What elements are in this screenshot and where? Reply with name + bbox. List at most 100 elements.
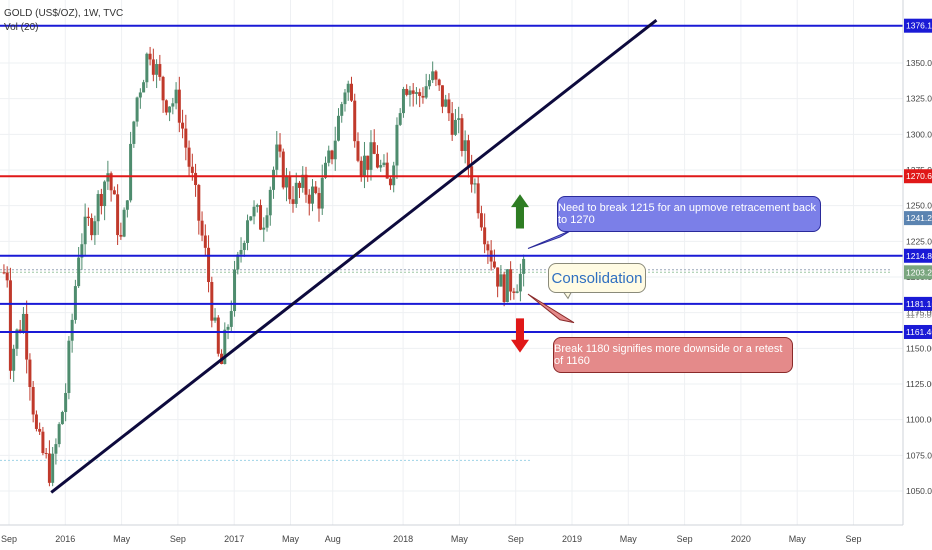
candle-body bbox=[496, 267, 500, 287]
level-badge-bg bbox=[904, 248, 932, 263]
candle-body bbox=[340, 104, 344, 116]
candle-body bbox=[353, 100, 357, 142]
candle-body bbox=[515, 291, 519, 293]
candle-body bbox=[320, 177, 324, 209]
candle-body bbox=[281, 151, 285, 188]
candle-body bbox=[333, 140, 337, 160]
price-badge: 1203.29 bbox=[906, 267, 932, 277]
level-badge-bg bbox=[904, 296, 932, 311]
candle-body bbox=[164, 100, 168, 113]
candle-body bbox=[168, 106, 172, 113]
candle-body bbox=[440, 85, 444, 107]
candle-body bbox=[288, 176, 292, 200]
candle-body bbox=[502, 274, 506, 303]
y-tick-label: 1125.00 bbox=[906, 379, 932, 389]
candle-body bbox=[255, 205, 259, 207]
candle-body bbox=[262, 227, 266, 230]
candle-body bbox=[346, 83, 350, 93]
candle-body bbox=[216, 317, 220, 354]
candle-body bbox=[135, 97, 139, 122]
x-tick-label: May bbox=[451, 534, 469, 544]
candle-body bbox=[210, 282, 214, 321]
candle-body bbox=[265, 215, 269, 228]
partial-tick-label: 1175.00 bbox=[906, 310, 932, 320]
candle-body bbox=[207, 247, 211, 283]
consolidation-callout-text: Consolidation bbox=[551, 269, 643, 287]
candle-body bbox=[194, 172, 198, 186]
upmove-callout-pointer bbox=[527, 229, 573, 249]
x-tick-label: Sep bbox=[508, 534, 524, 544]
candle-body bbox=[233, 269, 237, 312]
upmove-callout[interactable]: Need to break 1215 for an upmove retrace… bbox=[557, 196, 821, 232]
x-tick-label: 2018 bbox=[393, 534, 413, 544]
candle-body bbox=[21, 313, 25, 332]
candle-body bbox=[349, 83, 353, 101]
price-badge: 1241.28 bbox=[906, 213, 932, 223]
y-tick-label: 1225.00 bbox=[906, 236, 932, 246]
candle-body bbox=[457, 118, 461, 120]
candle-body bbox=[311, 186, 315, 204]
candle-body bbox=[190, 166, 194, 173]
candle-body bbox=[453, 119, 457, 135]
downside-callout[interactable]: Break 1180 signifies more downside or a … bbox=[553, 337, 793, 373]
price-badge-bg bbox=[904, 265, 932, 280]
candle-body bbox=[408, 90, 412, 95]
x-tick-label: 2016 bbox=[55, 534, 75, 544]
candle-body bbox=[356, 141, 360, 161]
candle-body bbox=[473, 183, 477, 185]
candle-body bbox=[226, 326, 230, 330]
candle-body bbox=[187, 147, 191, 167]
candle-body bbox=[298, 182, 302, 188]
candle-body bbox=[236, 254, 240, 270]
x-tick-label: Sep bbox=[677, 534, 693, 544]
candle-body bbox=[314, 186, 318, 194]
candle-body bbox=[372, 142, 376, 154]
candle-body bbox=[174, 89, 178, 104]
candle-body bbox=[395, 124, 399, 166]
candle-body bbox=[434, 71, 438, 80]
candle-body bbox=[57, 424, 61, 445]
volume-legend[interactable]: Vol (20) bbox=[4, 22, 39, 33]
candle-body bbox=[382, 162, 386, 166]
candle-body bbox=[116, 194, 120, 236]
candle-body bbox=[5, 272, 9, 281]
candle-body bbox=[171, 103, 175, 107]
y-tick-label: 1150.00 bbox=[906, 343, 932, 353]
candle-body bbox=[388, 178, 392, 186]
candle-body bbox=[15, 329, 19, 349]
consolidation-callout[interactable]: Consolidation bbox=[548, 263, 646, 293]
candle-body bbox=[47, 453, 51, 483]
candle-body bbox=[336, 115, 340, 141]
candle-body bbox=[359, 160, 363, 176]
candle-body bbox=[129, 143, 133, 201]
x-tick-label: May bbox=[789, 534, 807, 544]
candle-body bbox=[246, 220, 250, 243]
candle-body bbox=[86, 216, 90, 219]
candle-body bbox=[25, 313, 29, 360]
candle-body bbox=[67, 340, 71, 393]
candle-body bbox=[151, 59, 155, 75]
x-tick-label: May bbox=[620, 534, 638, 544]
candle-body bbox=[375, 153, 379, 168]
candle-body bbox=[272, 169, 276, 190]
symbol-legend[interactable]: GOLD (US$/OZ), 1W, TVC bbox=[4, 8, 124, 19]
downside-callout-text: Break 1180 signifies more downside or a … bbox=[554, 343, 783, 367]
candle-body bbox=[96, 193, 100, 222]
candle-body bbox=[479, 213, 483, 228]
candle-body bbox=[138, 92, 142, 98]
candle-body bbox=[411, 90, 415, 94]
candle-body bbox=[424, 86, 428, 98]
candle-body bbox=[93, 221, 97, 236]
downside-callout-pointer bbox=[527, 293, 575, 324]
level-badge: 1270.64 bbox=[906, 171, 932, 181]
candle-body bbox=[125, 200, 129, 210]
y-tick-label: 1100.00 bbox=[906, 415, 932, 425]
candle-body bbox=[203, 235, 207, 248]
candle-body bbox=[239, 249, 243, 255]
level-badge-bg bbox=[904, 324, 932, 339]
price-badge-bg bbox=[904, 211, 932, 226]
candle-body bbox=[450, 113, 454, 135]
x-tick-label: 2020 bbox=[731, 534, 751, 544]
candle-body bbox=[317, 193, 321, 209]
